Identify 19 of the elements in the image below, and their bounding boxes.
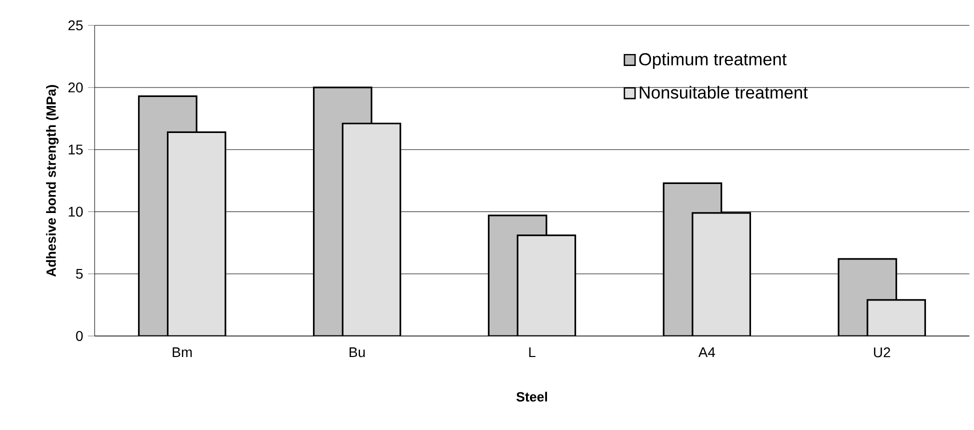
bar <box>866 299 926 336</box>
y-tick-label: 0 <box>76 331 83 341</box>
x-axis-title: Steel <box>516 392 547 402</box>
y-tick-label: 15 <box>68 144 83 154</box>
x-tick-label: U2 <box>874 347 890 358</box>
bar <box>692 212 752 336</box>
x-tick-label: A4 <box>698 347 716 358</box>
y-tick-label: 5 <box>76 269 83 279</box>
legend-label: Nonsuitable treatment <box>640 86 808 99</box>
x-tick-label: Bm <box>172 347 192 358</box>
bar <box>342 122 402 336</box>
y-tick-label: 10 <box>68 206 83 217</box>
legend-label: Optimum treatment <box>639 52 787 69</box>
y-tick-label: 25 <box>68 20 83 30</box>
bar <box>516 234 576 336</box>
x-tick-label: L <box>529 347 536 358</box>
y-axis-title: Adhesive bond strength (MPa) <box>46 85 59 277</box>
y-tick-label: 20 <box>68 82 83 92</box>
x-tick-label: Bu <box>350 347 365 358</box>
